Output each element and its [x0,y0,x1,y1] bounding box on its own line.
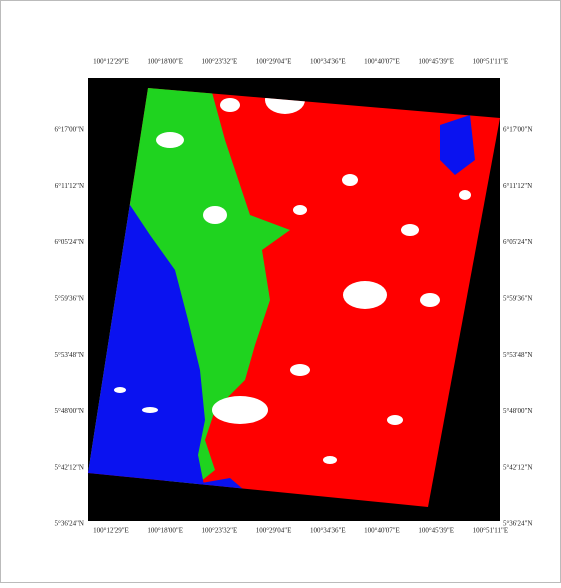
lon-label-bottom: 100°40'07"E [364,527,400,535]
lon-label-top: 100°34'36"E [310,58,346,66]
lat-label-right: 5°59'36"N [503,295,532,303]
lon-label-top: 100°18'00"E [147,58,183,66]
lon-label-top: 100°40'07"E [364,58,400,66]
lat-label-right: 6°05'24"N [503,238,532,246]
lon-label-bottom: 100°23'32"E [202,527,238,535]
lat-label-right: 5°53'48"N [503,351,532,359]
lon-label-bottom: 100°51'11"E [473,527,508,535]
lat-label-left: 5°42'12"N [55,463,84,471]
map-figure: 100°12'29"E 100°12'29"E 100°18'00"E 100°18'… [0,0,561,583]
lat-label-left: 5°59'36"N [55,295,84,303]
lon-label-top: 100°23'32"E [202,58,238,66]
lon-label-bottom: 100°12'29"E [93,527,129,535]
lat-label-left: 6°11'12"N [55,182,84,190]
lat-label-right: 5°36'24"N [503,520,532,528]
lon-label-top: 100°51'11"E [473,58,508,66]
lon-label-bottom: 100°18'00"E [147,527,183,535]
lat-label-left: 5°36'24"N [55,520,84,528]
lat-label-left: 5°53'48"N [55,351,84,359]
lat-label-left: 6°05'24"N [55,238,84,246]
lon-label-bottom: 100°34'36"E [310,527,346,535]
lat-label-right: 5°42'12"N [503,463,532,471]
lat-label-left: 6°17'00"N [55,126,84,134]
lon-label-bottom: 100°45'39"E [418,527,454,535]
lon-label-top: 100°29'04"E [256,58,292,66]
lat-label-left: 5°48'00"N [55,407,84,415]
lat-label-right: 6°17'00"N [503,126,532,134]
lat-label-right: 5°48'00"N [503,407,532,415]
lat-label-right: 6°11'12"N [503,182,532,190]
lon-label-bottom: 100°29'04"E [256,527,292,535]
lon-label-top: 100°45'39"E [418,58,454,66]
lon-label-top: 100°12'29"E [93,58,129,66]
